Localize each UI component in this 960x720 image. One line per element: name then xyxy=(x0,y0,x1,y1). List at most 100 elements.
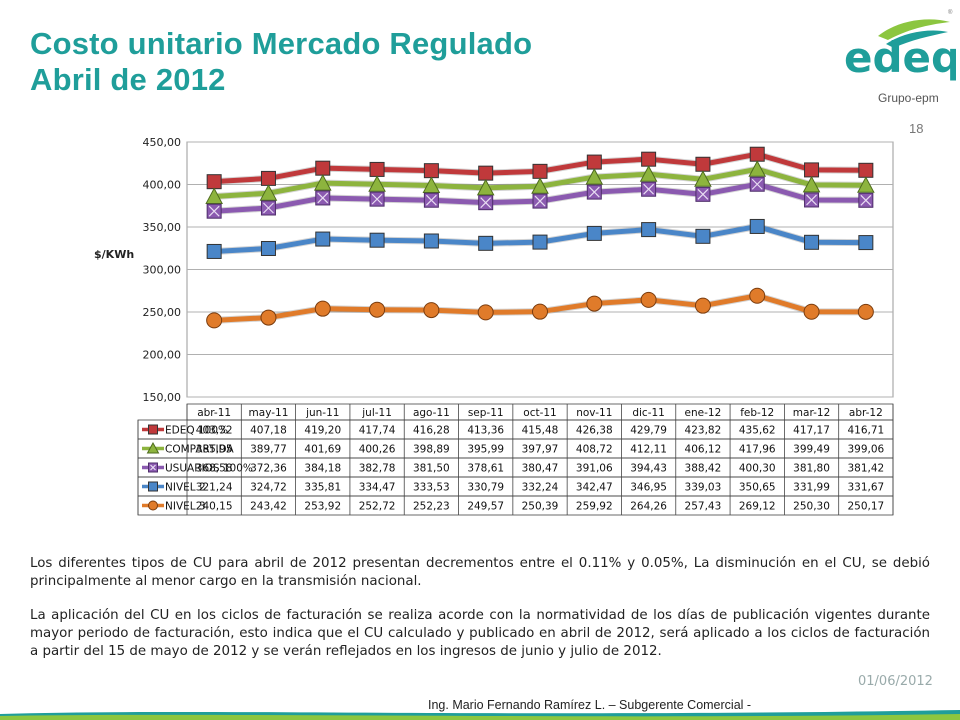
data-marker xyxy=(476,178,495,196)
data-marker xyxy=(423,302,440,319)
data-marker xyxy=(315,231,331,247)
data-marker xyxy=(695,156,711,172)
data-label: 388,42 xyxy=(685,463,722,475)
data-marker xyxy=(749,287,766,304)
body-paragraph-2: La aplicación del CU en los ciclos de fa… xyxy=(30,608,930,659)
data-label: 419,20 xyxy=(304,425,341,437)
data-label: 380,47 xyxy=(522,463,559,475)
data-marker xyxy=(206,174,222,190)
data-marker xyxy=(206,312,223,329)
data-label: 407,18 xyxy=(250,425,287,437)
data-marker xyxy=(639,165,658,182)
data-label: 372,36 xyxy=(250,463,287,475)
data-marker xyxy=(749,146,765,162)
registered-mark: ® xyxy=(948,9,953,16)
page-subtitle: Abril de 2012 xyxy=(30,62,226,97)
y-tick-label: 450,00 xyxy=(143,136,182,149)
data-label: 332,24 xyxy=(522,482,559,494)
y-tick-label: 350,00 xyxy=(143,221,182,234)
data-label: 399,06 xyxy=(847,444,884,456)
data-label: 391,06 xyxy=(576,463,613,475)
data-label: 435,62 xyxy=(739,425,776,437)
data-label: 334,47 xyxy=(359,482,396,494)
data-label: 381,42 xyxy=(847,463,884,475)
data-label: 252,72 xyxy=(359,501,396,513)
logo-leaf-top xyxy=(878,19,950,40)
data-marker-cross xyxy=(751,178,763,190)
legend-label: NIVEL 2 xyxy=(165,482,206,494)
data-marker xyxy=(260,309,277,326)
x-tick-label: dic-11 xyxy=(632,407,665,419)
data-label: 335,81 xyxy=(304,482,341,494)
data-marker xyxy=(532,163,548,179)
data-label: 257,43 xyxy=(685,501,722,513)
data-label: 331,67 xyxy=(847,482,884,494)
data-label: 417,74 xyxy=(359,425,396,437)
data-marker xyxy=(641,151,657,167)
data-marker xyxy=(423,233,439,249)
y-tick-label: 250,00 xyxy=(143,306,182,319)
data-marker-cross xyxy=(425,194,437,206)
data-marker xyxy=(148,481,158,492)
data-marker xyxy=(586,295,603,312)
x-tick-label: mar-12 xyxy=(793,407,830,419)
data-marker-cross xyxy=(150,464,156,471)
data-label: 417,17 xyxy=(793,425,830,437)
data-label: 368,58 xyxy=(196,463,233,475)
data-label: 350,65 xyxy=(739,482,776,494)
data-label: 339,03 xyxy=(685,482,722,494)
data-marker xyxy=(858,235,874,251)
data-label: 342,47 xyxy=(576,482,613,494)
legend-label: NIVEL 3 xyxy=(165,501,206,513)
data-label: 252,23 xyxy=(413,501,450,513)
data-label: 417,96 xyxy=(739,444,776,456)
data-label: 385,95 xyxy=(196,444,233,456)
data-marker xyxy=(146,441,160,454)
data-marker xyxy=(804,162,820,178)
x-tick-label: ene-12 xyxy=(685,407,722,419)
data-label: 406,12 xyxy=(685,444,722,456)
data-label: 346,95 xyxy=(630,482,667,494)
data-marker xyxy=(205,187,223,204)
data-marker xyxy=(478,165,494,181)
data-label: 264,26 xyxy=(630,501,667,513)
data-marker xyxy=(858,162,874,178)
data-marker xyxy=(423,163,439,179)
data-marker xyxy=(368,175,386,192)
data-marker xyxy=(148,424,158,435)
data-marker xyxy=(314,300,331,317)
data-label: 240,15 xyxy=(196,501,233,513)
data-marker-cross xyxy=(317,192,329,204)
data-label: 416,28 xyxy=(413,425,450,437)
data-marker xyxy=(369,232,385,248)
x-tick-label: may-11 xyxy=(249,407,289,419)
slide-author: Ing. Mario Fernando Ramírez L. – Subgere… xyxy=(428,698,752,712)
data-label: 400,30 xyxy=(739,463,776,475)
y-tick-label: 150,00 xyxy=(143,391,182,404)
data-label: 250,17 xyxy=(847,501,884,513)
data-label: 423,82 xyxy=(685,425,722,437)
x-tick-label: ago-11 xyxy=(413,407,450,419)
data-marker xyxy=(369,161,385,177)
data-label: 426,38 xyxy=(576,425,613,437)
data-label: 330,79 xyxy=(467,482,504,494)
logo-group-text: Grupo-epm xyxy=(878,91,939,105)
body-paragraph-1: Los diferentes tipos de CU para abril de… xyxy=(30,556,930,589)
data-label: 429,79 xyxy=(630,425,667,437)
data-marker-cross xyxy=(263,202,274,214)
data-marker xyxy=(369,301,386,318)
data-marker xyxy=(259,184,278,201)
data-marker-cross xyxy=(697,188,709,200)
data-marker xyxy=(803,303,820,320)
page-number: 18 xyxy=(909,121,924,136)
legend-label: EDEQ 100% xyxy=(165,425,228,437)
logo-wordmark: edeq xyxy=(844,33,956,82)
data-marker xyxy=(586,154,602,170)
data-label: 382,78 xyxy=(359,463,396,475)
data-label: 269,12 xyxy=(739,501,776,513)
data-marker-cross xyxy=(588,186,600,198)
y-axis-label: $/KWh xyxy=(94,248,134,261)
x-tick-label: jun-11 xyxy=(305,407,339,419)
data-marker xyxy=(748,160,767,177)
data-label: 253,92 xyxy=(304,501,341,513)
